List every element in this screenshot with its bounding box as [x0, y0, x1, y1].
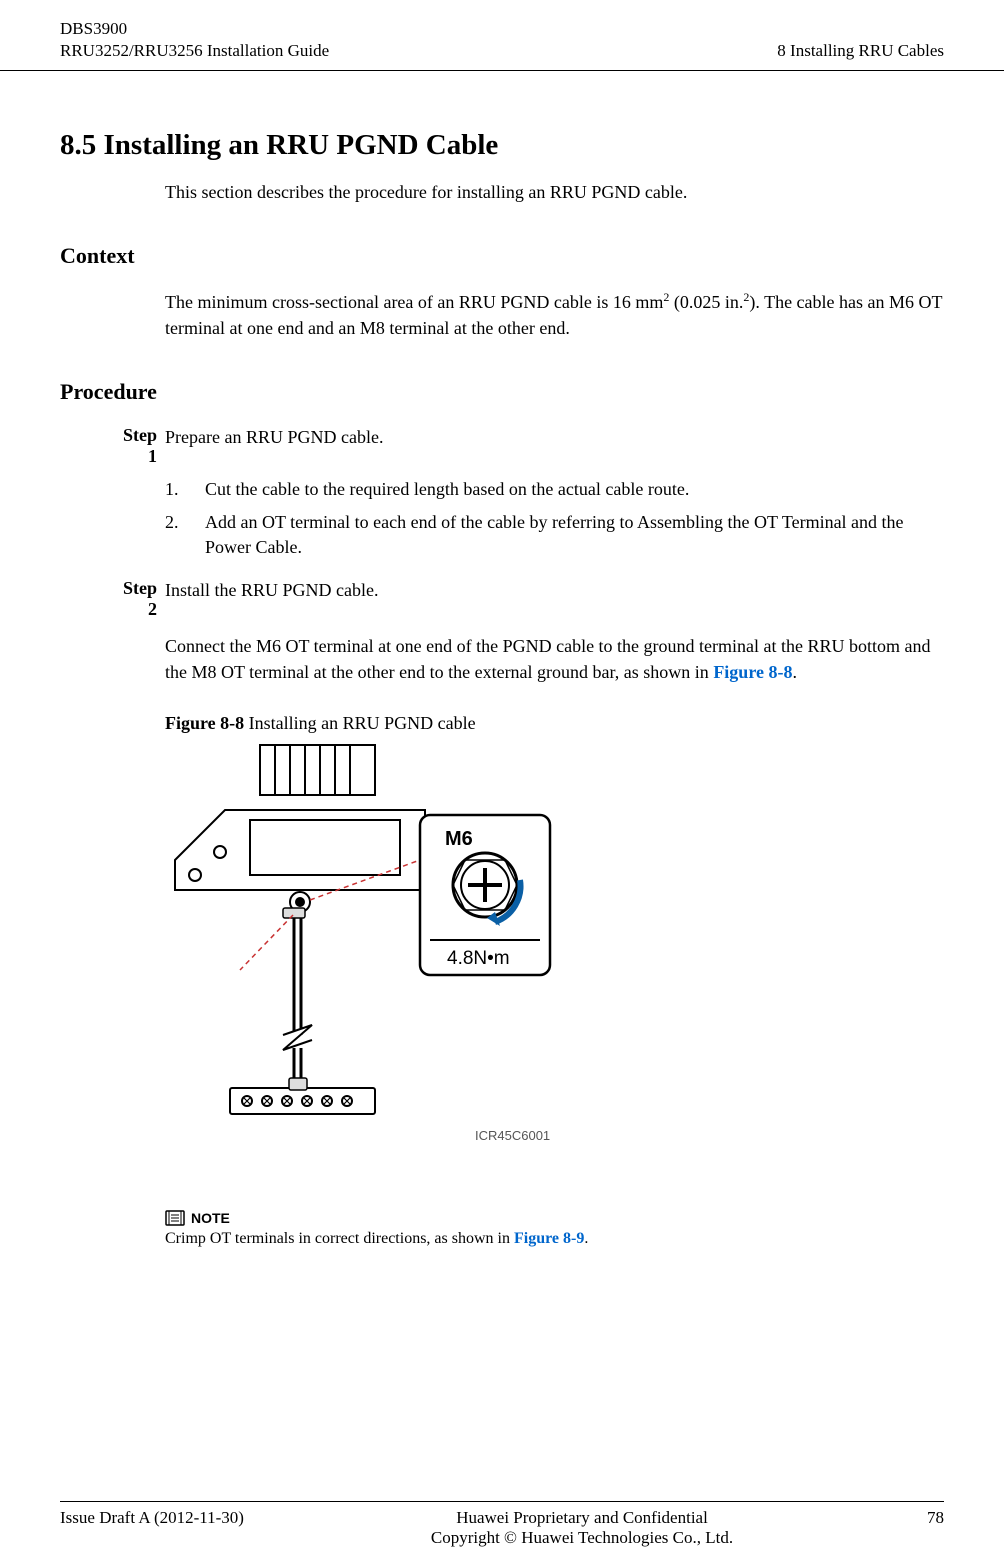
figure-8-8: M6 4.8N•m ICR45C6001: [165, 740, 565, 1160]
section-number: 8.5: [60, 129, 96, 161]
page-header: DBS3900 RRU3252/RRU3256 Installation Gui…: [0, 0, 1004, 71]
header-left: DBS3900 RRU3252/RRU3256 Installation Gui…: [60, 18, 329, 62]
footer-proprietary: Huawei Proprietary and Confidential: [280, 1508, 884, 1528]
note-icon: [165, 1210, 185, 1226]
step2-post: .: [792, 662, 797, 682]
figure-caption: Figure 8-8 Installing an RRU PGND cable: [165, 713, 944, 734]
doc-title: RRU3252/RRU3256 Installation Guide: [60, 40, 329, 62]
callout-screw-label: M6: [445, 828, 473, 850]
list-num: 2.: [165, 510, 205, 560]
note-label: NOTE: [191, 1210, 230, 1226]
list-text: Add an OT terminal to each end of the ca…: [205, 510, 944, 560]
list-text: Cut the cable to the required length bas…: [205, 477, 944, 502]
step-1-list: 1. Cut the cable to the required length …: [165, 477, 944, 561]
section-title: 8.5 Installing an RRU PGND Cable: [60, 129, 944, 162]
note-block: NOTE Crimp OT terminals in correct direc…: [165, 1210, 944, 1250]
footer-page-number: 78: [884, 1508, 944, 1548]
step-2-paragraph: Connect the M6 OT terminal at one end of…: [165, 634, 944, 684]
list-item: 1. Cut the cable to the required length …: [165, 477, 944, 502]
figure-reference[interactable]: Figure 8-8: [713, 662, 792, 682]
figure-reference[interactable]: Figure 8-9: [514, 1230, 584, 1247]
callout-torque-label: 4.8N•m: [447, 948, 510, 969]
procedure-heading: Procedure: [60, 379, 944, 405]
footer-center: Huawei Proprietary and Confidential Copy…: [280, 1508, 884, 1548]
chapter-title: 8 Installing RRU Cables: [777, 40, 944, 62]
note-header: NOTE: [165, 1210, 944, 1226]
step-1-label: Step 1: [113, 425, 165, 467]
section-heading-text: Installing an RRU PGND Cable: [104, 129, 499, 161]
context-mid: (0.025 in.: [669, 292, 743, 312]
list-item: 2. Add an OT terminal to each end of the…: [165, 510, 944, 560]
context-text: The minimum cross-sectional area of an R…: [165, 289, 944, 340]
step2-pre: Connect the M6 OT terminal at one end of…: [165, 636, 931, 681]
context-pre: The minimum cross-sectional area of an R…: [165, 292, 663, 312]
step-2-text: Install the RRU PGND cable.: [165, 578, 944, 620]
figure-image-code: ICR45C6001: [475, 1128, 550, 1143]
step-2-label: Step 2: [113, 578, 165, 620]
step-1: Step 1 Prepare an RRU PGND cable.: [113, 425, 944, 467]
step-1-text: Prepare an RRU PGND cable.: [165, 425, 944, 467]
header-right: 8 Installing RRU Cables: [777, 18, 944, 62]
note-text: Crimp OT terminals in correct directions…: [165, 1228, 944, 1250]
context-heading: Context: [60, 243, 944, 269]
product-name: DBS3900: [60, 18, 329, 40]
footer-copyright: Copyright © Huawei Technologies Co., Ltd…: [280, 1528, 884, 1548]
list-num: 1.: [165, 477, 205, 502]
section-intro: This section describes the procedure for…: [165, 180, 944, 205]
page-footer: Issue Draft A (2012-11-30) Huawei Propri…: [60, 1501, 944, 1548]
footer-issue: Issue Draft A (2012-11-30): [60, 1508, 280, 1548]
figure-caption-text: Installing an RRU PGND cable: [244, 713, 475, 733]
note-pre: Crimp OT terminals in correct directions…: [165, 1230, 514, 1247]
figure-label: Figure 8-8: [165, 713, 244, 733]
page-content: 8.5 Installing an RRU PGND Cable This se…: [0, 129, 1004, 1250]
step-2: Step 2 Install the RRU PGND cable.: [113, 578, 944, 620]
note-post: .: [584, 1230, 588, 1247]
installation-diagram: M6 4.8N•m ICR45C6001: [165, 740, 565, 1160]
